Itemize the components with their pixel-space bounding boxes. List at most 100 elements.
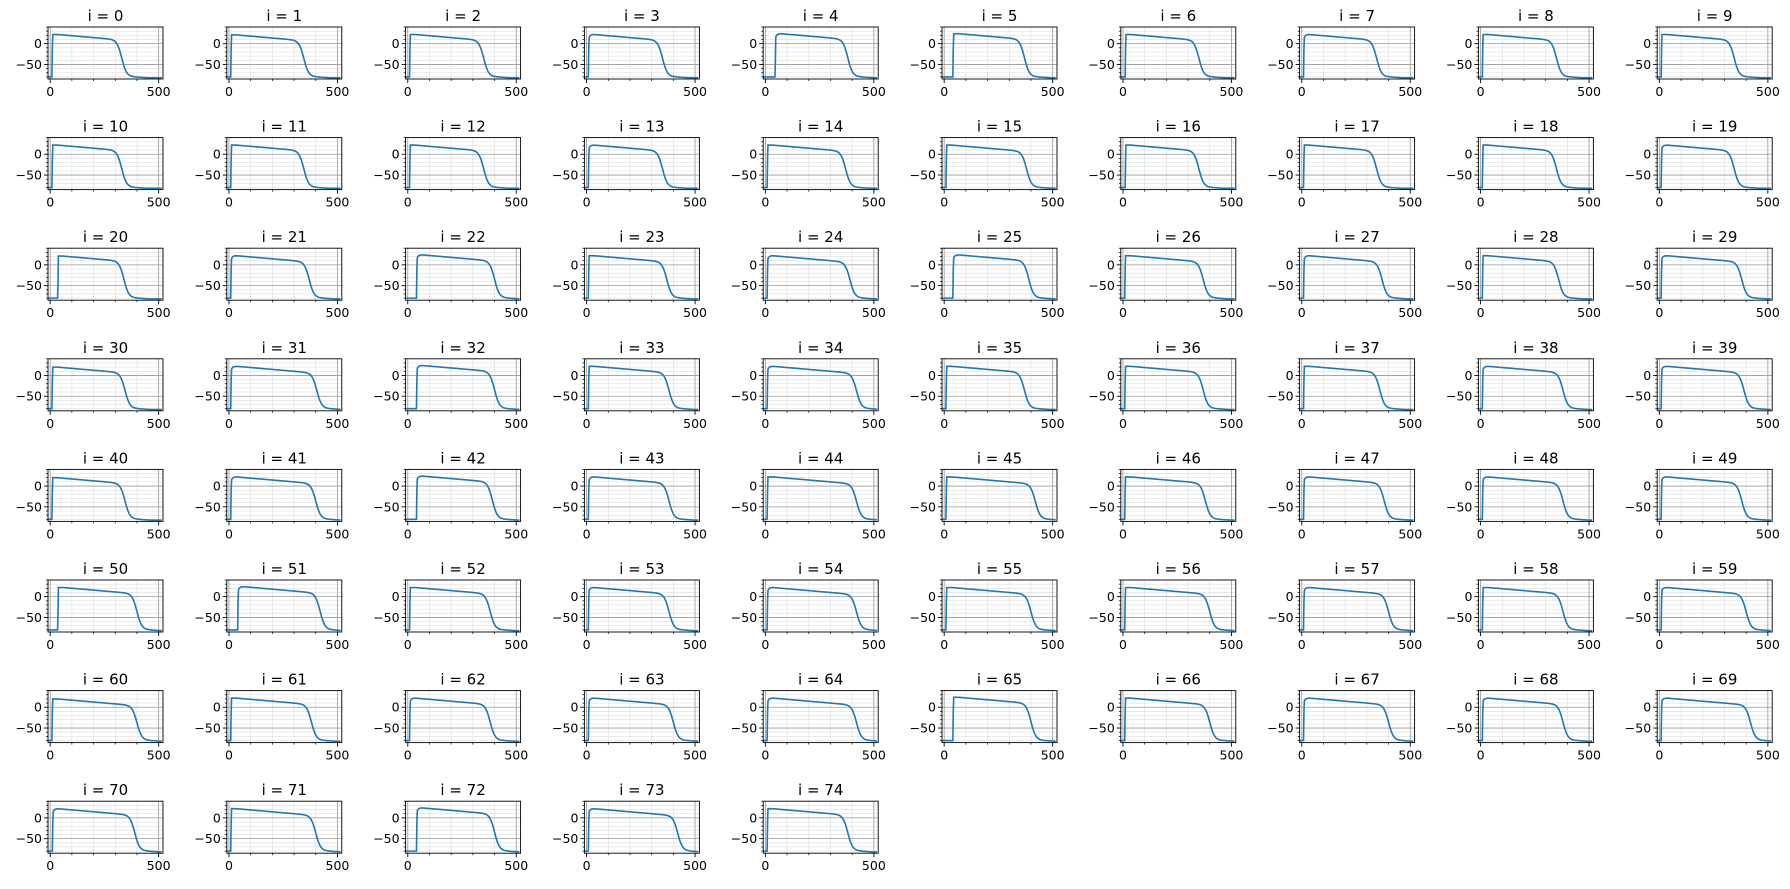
series-line <box>584 33 699 79</box>
series-line <box>226 144 341 190</box>
x-tick-label: 0 <box>1119 748 1127 763</box>
axes-frame <box>1656 468 1773 522</box>
subplot-38: 0 −50 0 500 i = 38 <box>1446 339 1601 431</box>
series-line <box>942 254 1056 300</box>
x-tick-label: 0 <box>761 526 769 541</box>
y-tick-label: −50 <box>731 721 757 736</box>
x-tick-label: 500 <box>862 416 886 431</box>
subplot-19: 0 −50 0 500 i = 19 <box>1625 118 1780 210</box>
subplot-title: i = 57 <box>1334 560 1379 578</box>
y-tick-label: −50 <box>1267 721 1293 736</box>
x-tick-label: 0 <box>1477 416 1485 431</box>
subplot-47: 0 −50 0 500 i = 47 <box>1267 449 1422 541</box>
series-line <box>584 807 699 853</box>
axes-frame <box>1477 247 1594 301</box>
axes-frame <box>583 800 700 854</box>
subplot-title: i = 29 <box>1692 228 1737 246</box>
series-line <box>405 364 520 411</box>
subplot-5: 0 −50 0 500 i = 5 <box>910 7 1065 99</box>
x-tick-label: 0 <box>583 305 591 320</box>
subplot-71: 0 −50 0 500 i = 71 <box>194 781 349 873</box>
subplot-title: i = 70 <box>83 781 128 799</box>
subplot-60: 0 −50 0 500 i = 60 <box>16 671 171 763</box>
axes-frame <box>762 137 879 191</box>
axes-frame <box>583 358 700 412</box>
axes-frame <box>583 468 700 522</box>
x-tick-label: 500 <box>1041 195 1065 210</box>
subplot-41: 0 −50 0 500 i = 41 <box>194 449 349 541</box>
series-line <box>1299 697 1414 743</box>
y-tick-label: −50 <box>194 721 220 736</box>
series-line <box>48 698 162 743</box>
axes-frame <box>1477 26 1594 80</box>
y-tick-label: −50 <box>1446 278 1472 293</box>
y-tick-label: 0 <box>213 700 221 715</box>
subplot-title: i = 2 <box>445 7 481 25</box>
series-line <box>1120 476 1235 521</box>
y-tick-label: −50 <box>1267 168 1293 183</box>
subplot-54: 0 −50 0 500 i = 54 <box>731 560 886 652</box>
axes-frame <box>47 358 164 412</box>
subplot-title: i = 34 <box>798 339 843 357</box>
series-line <box>942 144 1056 190</box>
subplot-29: 0 −50 0 500 i = 29 <box>1625 228 1780 320</box>
x-tick-label: 0 <box>940 526 948 541</box>
x-tick-label: 0 <box>1298 416 1306 431</box>
axes-frame <box>1299 358 1416 412</box>
series-line <box>226 807 341 853</box>
y-tick-label: 0 <box>570 810 578 825</box>
y-tick-label: 0 <box>392 257 400 272</box>
series-line <box>226 585 341 632</box>
series-line <box>1478 697 1593 743</box>
series-line <box>1299 476 1414 521</box>
y-tick-label: −50 <box>194 168 220 183</box>
axes-frame <box>405 26 522 80</box>
x-tick-label: 0 <box>1477 637 1485 652</box>
subplot-title: i = 43 <box>619 449 664 467</box>
y-tick-label: 0 <box>1286 589 1294 604</box>
subplot-58: 0 −50 0 500 i = 58 <box>1446 560 1601 652</box>
x-tick-label: 500 <box>1577 195 1601 210</box>
subplot-title: i = 11 <box>262 118 307 136</box>
y-tick-label: 0 <box>392 479 400 494</box>
subplot-title: i = 42 <box>440 449 485 467</box>
series-line <box>763 365 877 410</box>
subplot-67: 0 −50 0 500 i = 67 <box>1267 671 1422 763</box>
subplot-title: i = 63 <box>619 671 664 689</box>
x-tick-label: 0 <box>46 858 54 873</box>
y-tick-label: −50 <box>731 389 757 404</box>
subplot-title: i = 33 <box>619 339 664 357</box>
y-tick-label: 0 <box>1643 589 1651 604</box>
x-tick-label: 500 <box>1398 84 1422 99</box>
subplot-title: i = 72 <box>440 781 485 799</box>
y-tick-label: −50 <box>1446 57 1472 72</box>
axes-frame <box>1120 468 1237 522</box>
axes-frame <box>583 579 700 633</box>
series-line <box>48 476 162 521</box>
x-tick-label: 500 <box>147 526 171 541</box>
x-tick-label: 500 <box>1398 195 1422 210</box>
series-line <box>1120 697 1235 743</box>
x-tick-label: 0 <box>225 305 233 320</box>
axes-frame <box>1299 579 1416 633</box>
axes-frame <box>405 358 522 412</box>
x-tick-label: 500 <box>862 526 886 541</box>
y-tick-label: −50 <box>1625 610 1651 625</box>
x-tick-label: 0 <box>225 858 233 873</box>
x-tick-label: 0 <box>225 748 233 763</box>
axes-frame <box>226 468 343 522</box>
axes-frame <box>762 800 879 854</box>
x-tick-label: 500 <box>862 305 886 320</box>
x-tick-label: 500 <box>326 858 350 873</box>
series-line <box>1120 365 1235 411</box>
x-tick-label: 500 <box>1041 526 1065 541</box>
axes-frame <box>405 247 522 301</box>
subplot-title: i = 58 <box>1513 560 1558 578</box>
series-line <box>1299 33 1414 79</box>
x-tick-label: 500 <box>1220 526 1244 541</box>
subplot-10: 0 −50 0 500 i = 10 <box>16 118 171 210</box>
subplot-32: 0 −50 0 500 i = 32 <box>373 339 528 431</box>
x-tick-label: 500 <box>1756 526 1780 541</box>
axes-frame <box>1299 26 1416 80</box>
subplot-50: 0 −50 0 500 i = 50 <box>16 560 171 652</box>
